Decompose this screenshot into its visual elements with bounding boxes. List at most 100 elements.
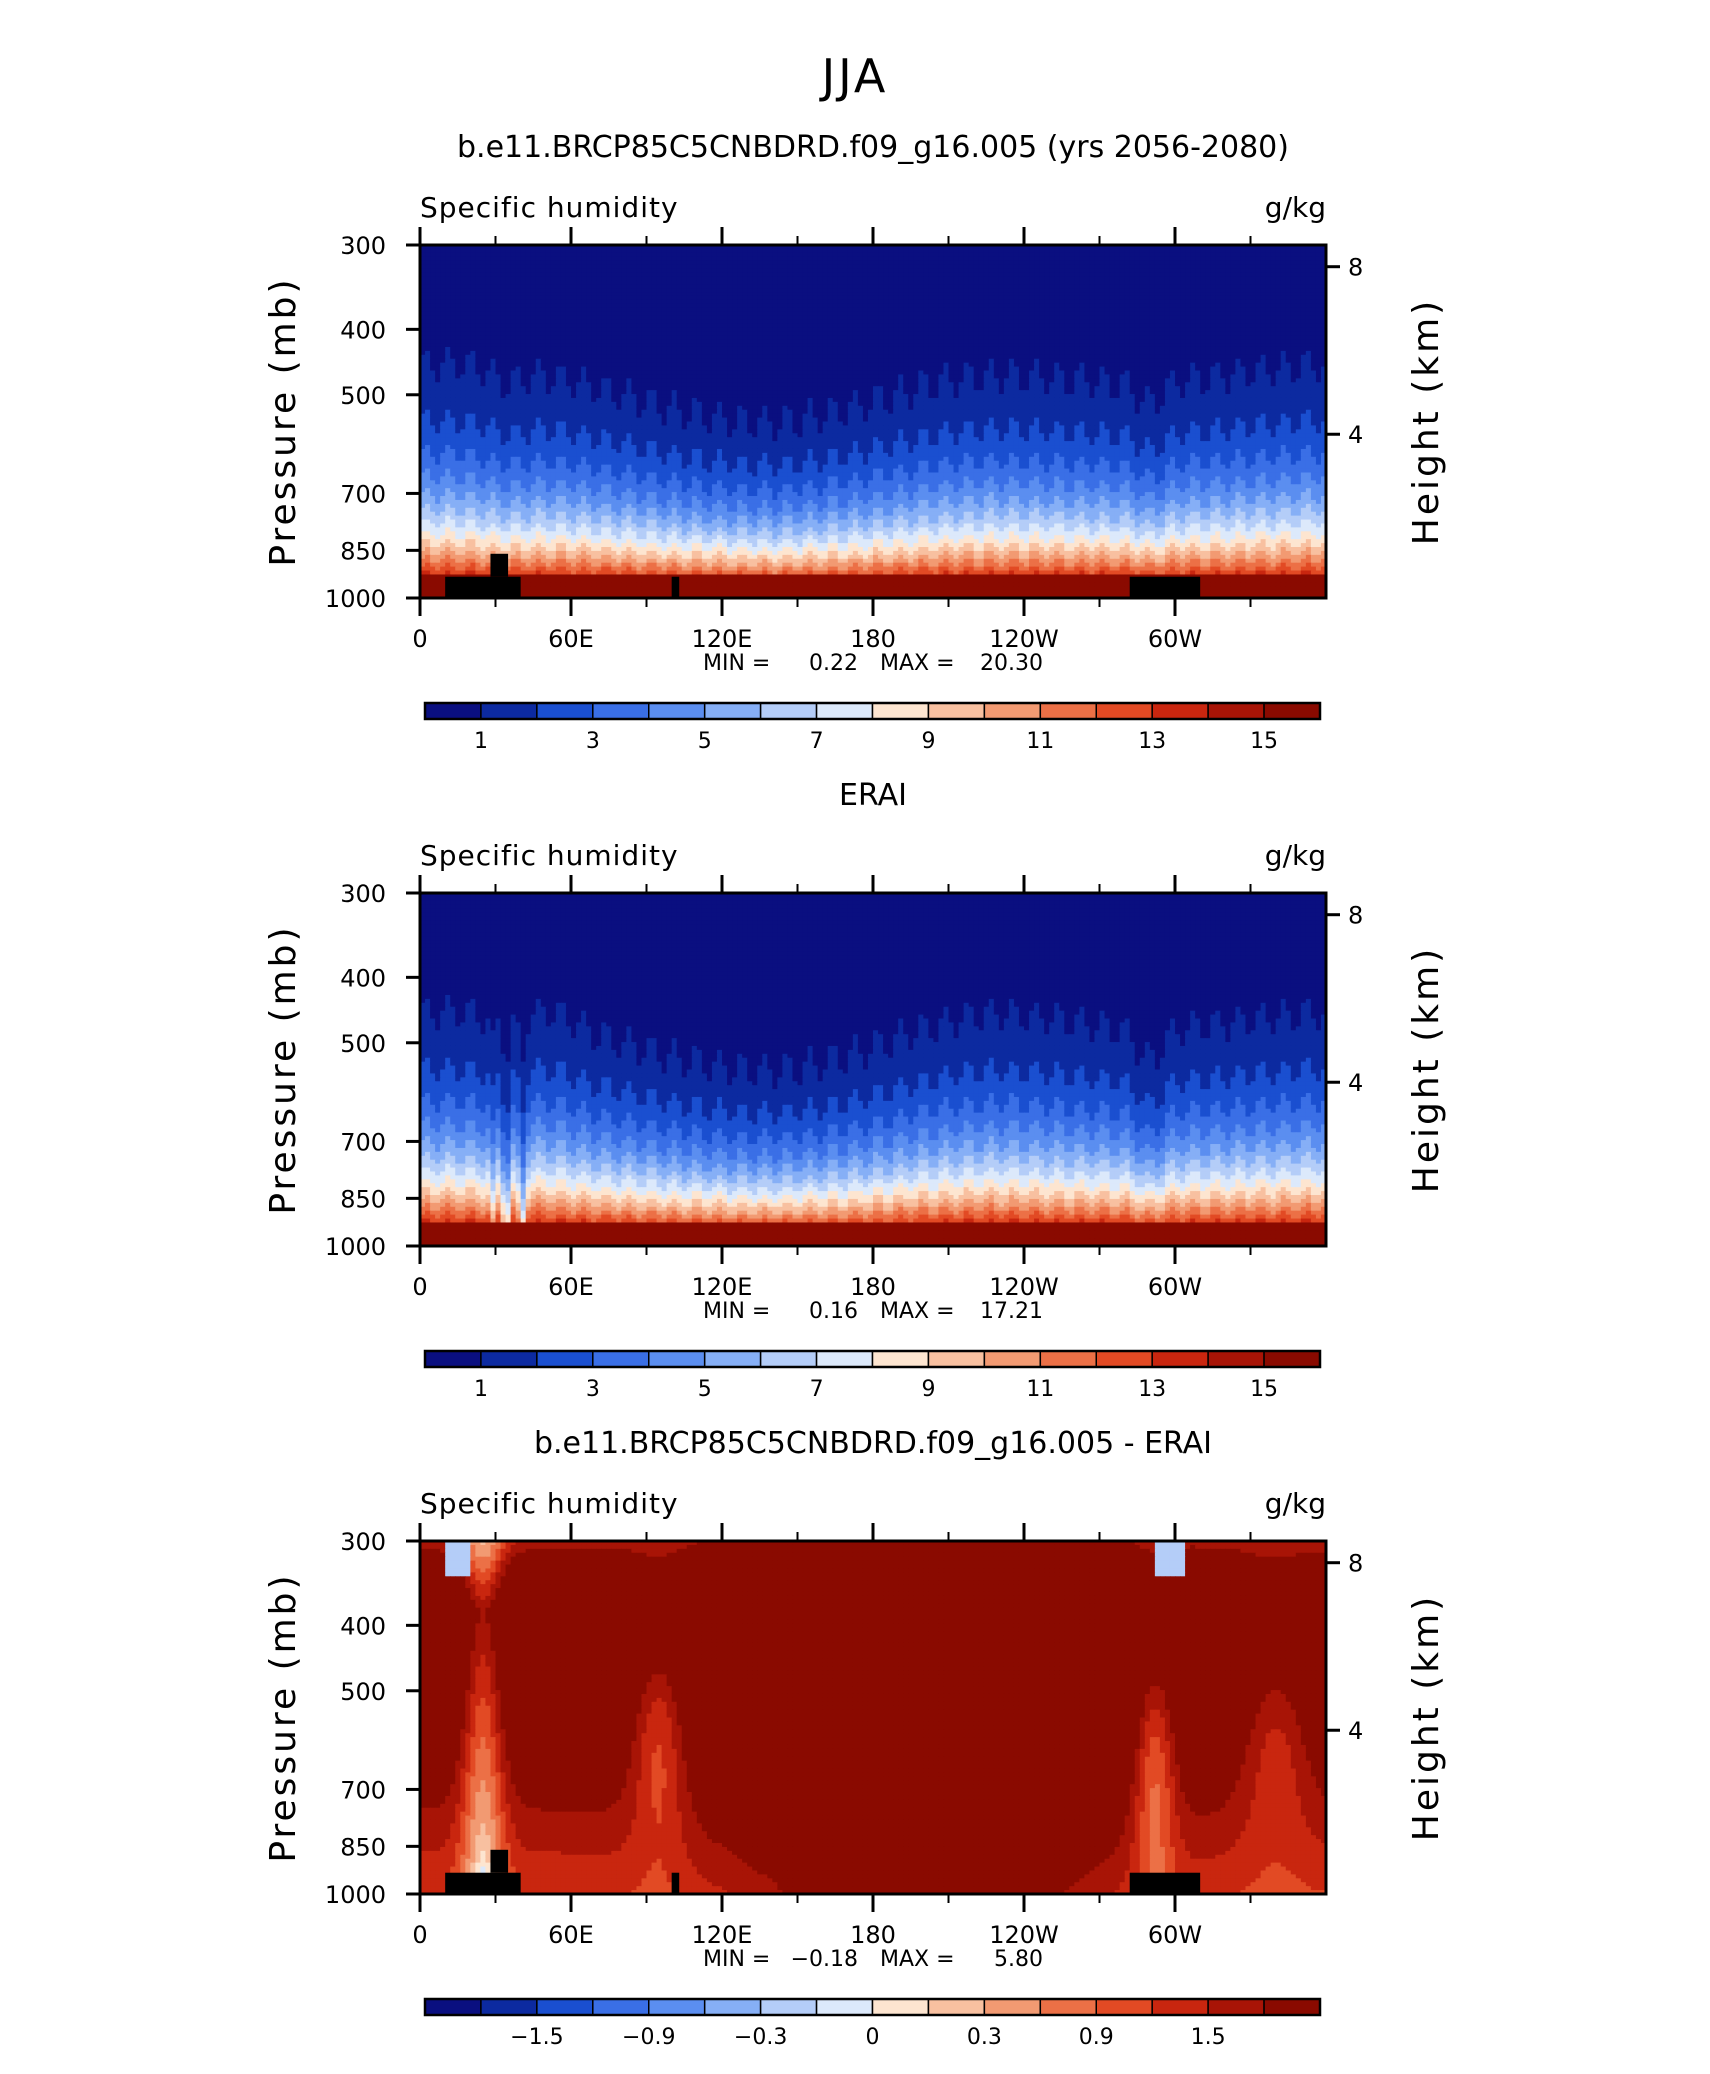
- field-cell: [470, 253, 476, 258]
- field-cell: [1029, 269, 1035, 274]
- field-cell: [1185, 304, 1191, 309]
- field-cell: [1019, 292, 1025, 297]
- field-cell: [1180, 292, 1186, 297]
- field-cell: [611, 249, 617, 254]
- field-cell: [1150, 288, 1156, 293]
- field-cell: [974, 257, 980, 262]
- field-cell: [727, 304, 733, 309]
- field-cell: [1256, 280, 1262, 285]
- field-cell: [1049, 249, 1055, 254]
- field-cell: [888, 253, 894, 258]
- field-cell: [707, 265, 713, 270]
- field-cell: [908, 284, 914, 289]
- field-cell: [1205, 261, 1211, 266]
- field-cell: [470, 269, 476, 274]
- field-cell: [717, 249, 723, 254]
- field-cell: [541, 296, 547, 301]
- field-cell: [531, 304, 537, 309]
- field-cell: [868, 265, 874, 270]
- field-cell: [470, 249, 476, 254]
- field-cell: [1044, 288, 1050, 293]
- field-cell: [1120, 257, 1126, 262]
- field-cell: [792, 280, 798, 285]
- field-cell: [626, 312, 632, 317]
- field-cell: [1276, 253, 1282, 258]
- field-cell: [1084, 269, 1090, 274]
- field-cell: [964, 292, 970, 297]
- field-cell: [465, 308, 471, 313]
- field-cell: [485, 312, 491, 317]
- field-cell: [1301, 253, 1307, 258]
- field-cell: [445, 253, 451, 258]
- field-cell: [848, 272, 854, 277]
- field-cell: [596, 312, 602, 317]
- field-cell: [979, 269, 985, 274]
- field-cell: [1049, 284, 1055, 289]
- field-cell: [455, 265, 461, 270]
- field-cell: [1009, 276, 1015, 281]
- field-cell: [531, 280, 537, 285]
- field-cell: [772, 284, 778, 289]
- field-cell: [742, 280, 748, 285]
- field-cell: [1316, 300, 1322, 305]
- field-cell: [626, 284, 632, 289]
- field-cell: [742, 272, 748, 277]
- field-cell: [531, 272, 537, 277]
- field-cell: [485, 269, 491, 274]
- field-cell: [1271, 272, 1277, 277]
- field-cell: [868, 296, 874, 301]
- field-cell: [601, 284, 607, 289]
- field-cell: [1054, 261, 1060, 266]
- field-cell: [1044, 284, 1050, 289]
- field-cell: [641, 280, 647, 285]
- field-cell: [762, 296, 768, 301]
- field-cell: [1205, 272, 1211, 277]
- field-cell: [541, 269, 547, 274]
- field-cell: [943, 280, 949, 285]
- field-cell: [1074, 272, 1080, 277]
- field-cell: [641, 304, 647, 309]
- field-cell: [1245, 261, 1251, 266]
- field-cell: [1205, 276, 1211, 281]
- field-cell: [707, 308, 713, 313]
- field-cell: [636, 308, 642, 313]
- field-cell: [1084, 284, 1090, 289]
- field-cell: [1195, 253, 1201, 258]
- field-cell: [490, 308, 496, 313]
- field-cell: [1311, 288, 1317, 293]
- field-cell: [551, 276, 557, 281]
- field-cell: [1044, 296, 1050, 301]
- field-cell: [1180, 280, 1186, 285]
- field-cell: [813, 288, 819, 293]
- field-cell: [1301, 261, 1307, 266]
- field-cell: [1165, 272, 1171, 277]
- field-cell: [989, 257, 995, 262]
- field-cell: [460, 300, 466, 305]
- field-cell: [1079, 253, 1085, 258]
- field-cell: [566, 300, 572, 305]
- field-cell: [858, 261, 864, 266]
- field-cell: [1306, 249, 1312, 254]
- field-cell: [1160, 292, 1166, 297]
- field-cell: [803, 280, 809, 285]
- field-cell: [636, 300, 642, 305]
- field-cell: [818, 312, 824, 317]
- field-cell: [521, 300, 527, 305]
- field-cell: [536, 284, 542, 289]
- field-cell: [1024, 308, 1030, 313]
- field-cell: [1145, 257, 1151, 262]
- field-cell: [531, 296, 537, 301]
- field-cell: [516, 300, 522, 305]
- field-cell: [833, 308, 839, 313]
- field-cell: [1165, 269, 1171, 274]
- field-cell: [1029, 261, 1035, 266]
- field-cell: [1225, 300, 1231, 305]
- field-cell: [752, 292, 758, 297]
- field-cell: [435, 269, 441, 274]
- field-cell: [943, 261, 949, 266]
- field-cell: [732, 308, 738, 313]
- field-cell: [1069, 280, 1075, 285]
- field-cell: [722, 300, 728, 305]
- field-cell: [1301, 249, 1307, 254]
- field-cell: [697, 304, 703, 309]
